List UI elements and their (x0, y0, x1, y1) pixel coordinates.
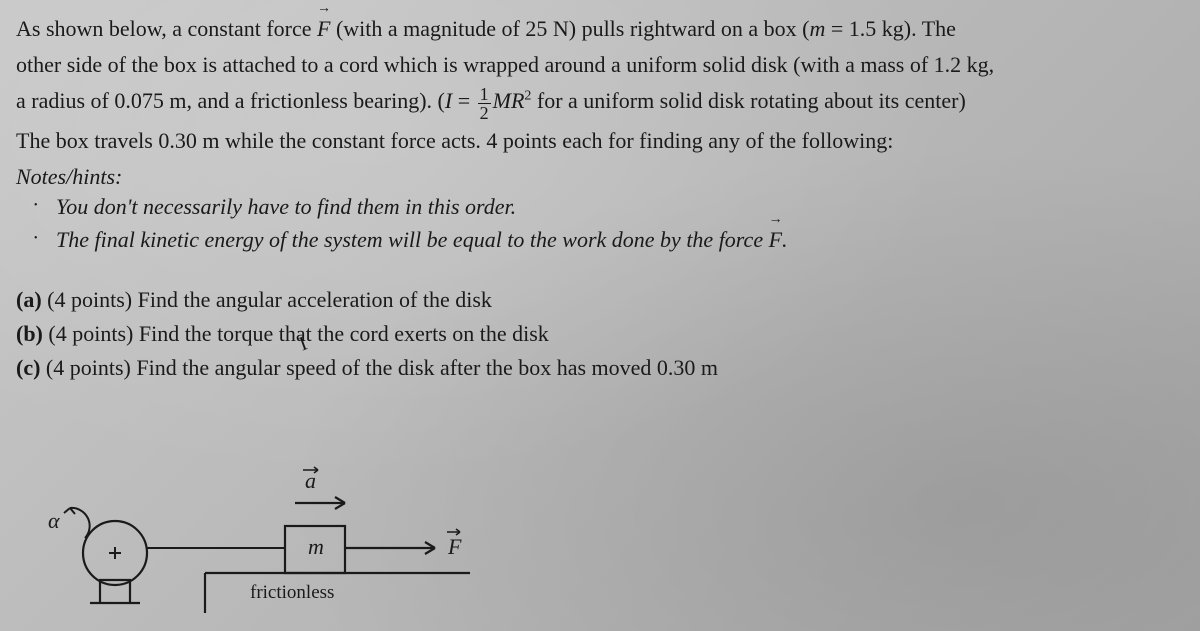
question-text: Find the angular speed of the disk after… (136, 355, 718, 380)
notes-label: Notes/hints: (16, 164, 1184, 190)
physics-diagram: m F a α frictionless (40, 448, 540, 618)
question-c: (c) (4 points) Find the angular speed of… (16, 352, 1184, 384)
text-fragment: = 1.5 kg). The (825, 16, 956, 41)
question-text: Find the torque that the cord exerts on … (139, 321, 549, 346)
text-fragment: a radius of 0.075 m, and a frictionless … (16, 88, 445, 113)
fraction-numerator: 1 (478, 85, 491, 104)
question-b: (b) (4 points) Find the torque that the … (16, 318, 1184, 350)
mass-variable: m (809, 16, 825, 41)
questions-list: (a) (4 points) Find the angular accelera… (16, 284, 1184, 384)
diagram-svg: m F a α frictionless (40, 448, 540, 618)
force-vector-symbol: F (769, 223, 782, 256)
alpha-label: α (48, 508, 60, 533)
question-text: Find the angular acceleration of the dis… (138, 287, 492, 312)
text-fragment: (with a magnitude of 25 N) pulls rightwa… (330, 16, 809, 41)
question-points: (4 points) (40, 355, 136, 380)
accel-label: a (305, 468, 316, 493)
question-points: (4 points) (42, 287, 138, 312)
question-label: (c) (16, 355, 40, 380)
question-points: (4 points) (43, 321, 139, 346)
note-item-2: The final kinetic energy of the system w… (16, 223, 1184, 256)
text-fragment: = (452, 88, 475, 113)
note-item-1: You don't necessarily have to find them … (16, 190, 1184, 223)
text-fragment: The final kinetic energy of the system w… (56, 227, 769, 252)
moment-expression: MR (493, 88, 525, 113)
problem-statement: As shown below, a constant force F (with… (16, 12, 1184, 158)
force-label: F (447, 534, 462, 559)
table-surface (205, 573, 470, 613)
fraction-one-half: 12 (478, 85, 491, 122)
text-fragment: As shown below, a constant force (16, 16, 317, 41)
problem-line-3: a radius of 0.075 m, and a frictionless … (16, 84, 1184, 121)
text-fragment: . (782, 227, 788, 252)
question-a: (a) (4 points) Find the angular accelera… (16, 284, 1184, 316)
problem-line-4: The box travels 0.30 m while the constan… (16, 124, 1184, 158)
problem-line-2: other side of the box is attached to a c… (16, 48, 1184, 82)
frictionless-label: frictionless (250, 582, 334, 603)
question-label: (a) (16, 287, 42, 312)
question-label: (b) (16, 321, 43, 346)
force-vector-symbol: F (317, 12, 330, 46)
text-fragment: for a uniform solid disk rotating about … (531, 88, 965, 113)
notes-section: Notes/hints: You don't necessarily have … (16, 164, 1184, 256)
fraction-denominator: 2 (478, 104, 491, 122)
problem-line-1: As shown below, a constant force F (with… (16, 12, 1184, 46)
mass-label: m (308, 534, 324, 559)
